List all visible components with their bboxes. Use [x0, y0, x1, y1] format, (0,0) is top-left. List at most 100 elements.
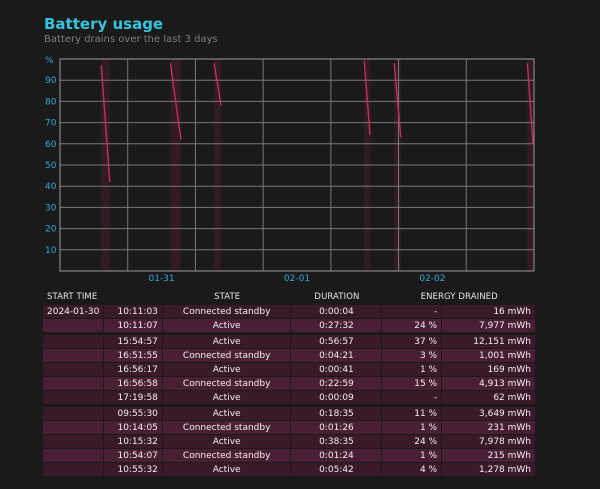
cell-percent: 4 %: [382, 463, 443, 476]
cell-date: [43, 363, 105, 376]
battery-chart: 90 80 70 60 50 40 30 20 10% 01-31 02-01 02-02: [45, 56, 535, 284]
y-unit-label: %: [45, 56, 54, 66]
table-row: 10:15:32 Active 0:38:35 24 % 7,978 mWh: [43, 435, 536, 448]
cell-duration: 0:27:32: [291, 319, 383, 332]
group-separator: [43, 405, 536, 406]
battery-drain-line: [169, 63, 182, 140]
chart-frame: [59, 58, 535, 272]
battery-usage-table: START TIME STATE DURATION ENERGY DRAINED…: [43, 290, 536, 477]
x-tick-label: 02-02: [419, 274, 445, 284]
cell-state: Connected standby: [162, 421, 292, 434]
cell-start-time: 17:19:58: [104, 391, 163, 404]
cell-start-time: 10:15:32: [104, 435, 163, 448]
group-separator: [43, 333, 536, 334]
y-tick-label: 90: [45, 76, 57, 86]
cell-percent: 15 %: [382, 377, 443, 390]
cell-state: Connected standby: [162, 349, 292, 362]
cell-state: Active: [162, 391, 292, 404]
group-separator-cell: [43, 405, 536, 406]
header-duration: DURATION: [314, 292, 360, 302]
battery-drain-line: [213, 63, 222, 106]
cell-state: Active: [162, 435, 292, 448]
cell-state: Active: [162, 363, 292, 376]
cell-percent: 1 %: [382, 363, 443, 376]
cell-percent: 1 %: [382, 449, 443, 462]
cell-start-time: 10:11:07: [104, 319, 163, 332]
table-body: 2024-01-30 10:11:03 Connected standby 0:00:…: [43, 305, 536, 476]
cell-energy: 12,151 mWh: [442, 335, 536, 348]
cell-duration: 0:00:04: [291, 305, 383, 318]
cell-start-time: 10:11:03: [104, 305, 163, 318]
cell-state: Active: [162, 319, 292, 332]
cell-energy: 7,977 mWh: [442, 319, 536, 332]
cell-duration: 0:22:59: [291, 377, 383, 390]
table-row: 17:19:58 Active 0:00:09-62 mWh: [43, 391, 536, 404]
cell-percent: 1 %: [382, 421, 443, 434]
cell-date: [43, 421, 105, 434]
y-tick-label: 30: [45, 203, 57, 213]
cell-energy: 16 mWh: [442, 305, 536, 318]
cell-duration: 0:18:35: [291, 407, 383, 420]
table-row: 15:54:57 Active 0:56:57 37 % 12,151 mWh: [43, 335, 536, 348]
y-tick-label: 10: [45, 246, 57, 256]
cell-start-time: 09:55:30: [104, 407, 163, 420]
cell-state: Connected standby: [162, 305, 292, 318]
battery-drain-line: [100, 65, 111, 183]
x-tick-label: 01-31: [148, 274, 174, 284]
cell-duration: 0:38:35: [291, 435, 383, 448]
y-tick-label: 60: [45, 140, 57, 150]
cell-duration: 0:01:24: [291, 449, 383, 462]
table-row: 16:51:55 Connected standby 0:04:21 3 % 1,001…: [43, 349, 536, 362]
cell-energy: 4,913 mWh: [442, 377, 536, 390]
cell-date: [43, 335, 105, 348]
cell-energy: 231 mWh: [442, 421, 536, 434]
cell-percent: -: [382, 391, 443, 404]
cell-energy: 215 mWh: [442, 449, 536, 462]
cell-state: Active: [162, 463, 292, 476]
table-row: 10:55:32 Active 0:05:42 4 % 1,278 mWh: [43, 463, 536, 476]
cell-start-time: 16:51:55: [104, 349, 163, 362]
header-start-time: START TIME: [47, 292, 98, 302]
table-row: 09:55:30 Active 0:18:35 11 % 3,649 mWh: [43, 407, 536, 420]
header-energy-drained: ENERGY DRAINED: [420, 292, 498, 302]
cell-percent: 24 %: [382, 435, 443, 448]
cell-start-time: 10:55:32: [104, 463, 163, 476]
cell-state: Active: [162, 335, 292, 348]
cell-start-time: 15:54:57: [104, 335, 163, 348]
y-tick-label: 80: [45, 97, 57, 107]
cell-state: Connected standby: [162, 449, 292, 462]
cell-start-time: 10:14:05: [104, 421, 163, 434]
y-tick-label: 40: [45, 182, 57, 192]
page-subtitle: Battery drains over the last 3 days: [44, 34, 218, 45]
table-row: 10:54:07 Connected standby 0:01:24 1 % 215 m…: [43, 449, 536, 462]
cell-date: [43, 435, 105, 448]
table-header-row: START TIME STATE DURATION ENERGY DRAINED: [43, 291, 536, 304]
cell-energy: 62 mWh: [442, 391, 536, 404]
battery-chart-svg: 90 80 70 60 50 40 30 20 10% 01-31 02-01 02-02: [45, 56, 535, 284]
cell-start-time: 10:54:07: [104, 449, 163, 462]
cell-date: [43, 449, 105, 462]
y-tick-label: 70: [45, 119, 57, 129]
table-row: 2024-01-30 10:11:03 Connected standby 0:00:…: [43, 305, 536, 318]
cell-energy: 1,001 mWh: [442, 349, 536, 362]
cell-energy: 7,978 mWh: [442, 435, 536, 448]
cell-percent: 37 %: [382, 335, 443, 348]
cell-start-time: 16:56:58: [104, 377, 163, 390]
battery-drain-line: [526, 63, 534, 144]
cell-start-time: 16:56:17: [104, 363, 163, 376]
battery-drain-line: [393, 63, 402, 138]
cell-state: Active: [162, 407, 292, 420]
cell-percent: 3 %: [382, 349, 443, 362]
cell-duration: 0:04:21: [291, 349, 383, 362]
cell-duration: 0:56:57: [291, 335, 383, 348]
x-tick-label: 02-01: [284, 274, 310, 284]
battery-drain-line: [363, 61, 371, 136]
table-row: 10:14:05 Connected standby 0:01:26 1 % 231 m…: [43, 421, 536, 434]
cell-date: [43, 407, 105, 420]
cell-energy: 3,649 mWh: [442, 407, 536, 420]
cell-duration: 0:01:26: [291, 421, 383, 434]
cell-date: [43, 377, 105, 390]
cell-date: 2024-01-30: [43, 305, 105, 318]
table-row: 16:56:58 Connected standby 0:22:59 15 % 4,91…: [43, 377, 536, 390]
cell-date: [43, 391, 105, 404]
